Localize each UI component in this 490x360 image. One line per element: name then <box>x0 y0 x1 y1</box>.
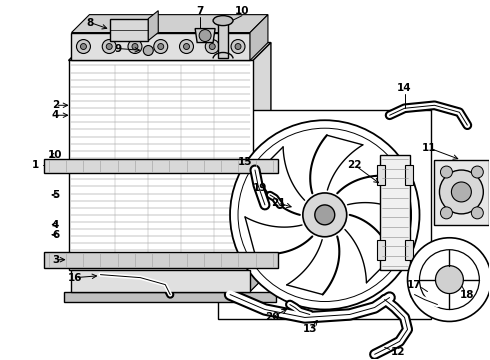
Text: 14: 14 <box>397 84 412 93</box>
Text: 9: 9 <box>115 44 122 54</box>
Text: 4: 4 <box>52 220 59 230</box>
Text: 13: 13 <box>302 324 317 334</box>
Text: 3: 3 <box>52 255 59 265</box>
Circle shape <box>179 40 194 54</box>
Bar <box>405 165 413 185</box>
Text: 6: 6 <box>52 230 59 240</box>
Polygon shape <box>69 42 271 60</box>
Polygon shape <box>250 252 268 292</box>
Bar <box>69 60 253 270</box>
Text: 17: 17 <box>407 280 422 289</box>
Bar <box>72 270 250 292</box>
Polygon shape <box>148 11 158 41</box>
Circle shape <box>80 44 86 50</box>
Circle shape <box>102 40 116 54</box>
Circle shape <box>471 207 483 219</box>
Circle shape <box>143 45 153 55</box>
Text: 10: 10 <box>235 6 249 15</box>
Circle shape <box>154 40 168 54</box>
Text: 1: 1 <box>32 160 39 170</box>
Text: 20: 20 <box>265 312 279 323</box>
Bar <box>44 252 278 268</box>
Circle shape <box>106 44 112 50</box>
Bar <box>44 159 278 173</box>
Circle shape <box>471 166 483 178</box>
Circle shape <box>205 40 219 54</box>
Circle shape <box>209 44 215 50</box>
Circle shape <box>132 44 138 50</box>
Polygon shape <box>72 274 268 292</box>
Circle shape <box>419 250 479 310</box>
Text: 19: 19 <box>253 183 267 193</box>
Text: 21: 21 <box>270 198 285 208</box>
Polygon shape <box>218 21 228 58</box>
Text: 8: 8 <box>87 18 94 28</box>
Circle shape <box>158 44 164 50</box>
Text: 7: 7 <box>196 6 204 15</box>
Bar <box>380 155 410 270</box>
Bar <box>405 240 413 260</box>
Circle shape <box>199 30 211 41</box>
Text: 10: 10 <box>49 150 63 160</box>
Text: 15: 15 <box>238 157 252 167</box>
Circle shape <box>303 193 347 237</box>
Bar <box>435 160 490 225</box>
Circle shape <box>441 166 452 178</box>
Ellipse shape <box>213 15 233 26</box>
Bar <box>218 110 432 319</box>
Text: 18: 18 <box>460 289 475 300</box>
Circle shape <box>441 207 452 219</box>
Polygon shape <box>250 15 268 60</box>
Text: 16: 16 <box>68 273 83 283</box>
Bar <box>72 32 250 60</box>
Text: 22: 22 <box>347 160 362 170</box>
Text: 11: 11 <box>422 143 437 153</box>
Polygon shape <box>253 42 271 270</box>
Circle shape <box>231 40 245 54</box>
Polygon shape <box>110 19 148 41</box>
Circle shape <box>230 120 419 310</box>
Circle shape <box>184 44 190 50</box>
Circle shape <box>408 238 490 321</box>
Circle shape <box>128 40 142 54</box>
Bar <box>64 292 276 302</box>
Circle shape <box>315 205 335 225</box>
Circle shape <box>235 44 241 50</box>
Text: 4: 4 <box>52 110 59 120</box>
Bar <box>377 165 385 185</box>
Bar <box>377 240 385 260</box>
Polygon shape <box>195 28 215 42</box>
Text: 12: 12 <box>391 347 405 357</box>
Circle shape <box>436 266 464 293</box>
Polygon shape <box>72 15 268 32</box>
Text: 5: 5 <box>52 190 59 200</box>
Text: 2: 2 <box>52 100 59 110</box>
Circle shape <box>76 40 91 54</box>
Circle shape <box>440 170 483 214</box>
Circle shape <box>451 182 471 202</box>
